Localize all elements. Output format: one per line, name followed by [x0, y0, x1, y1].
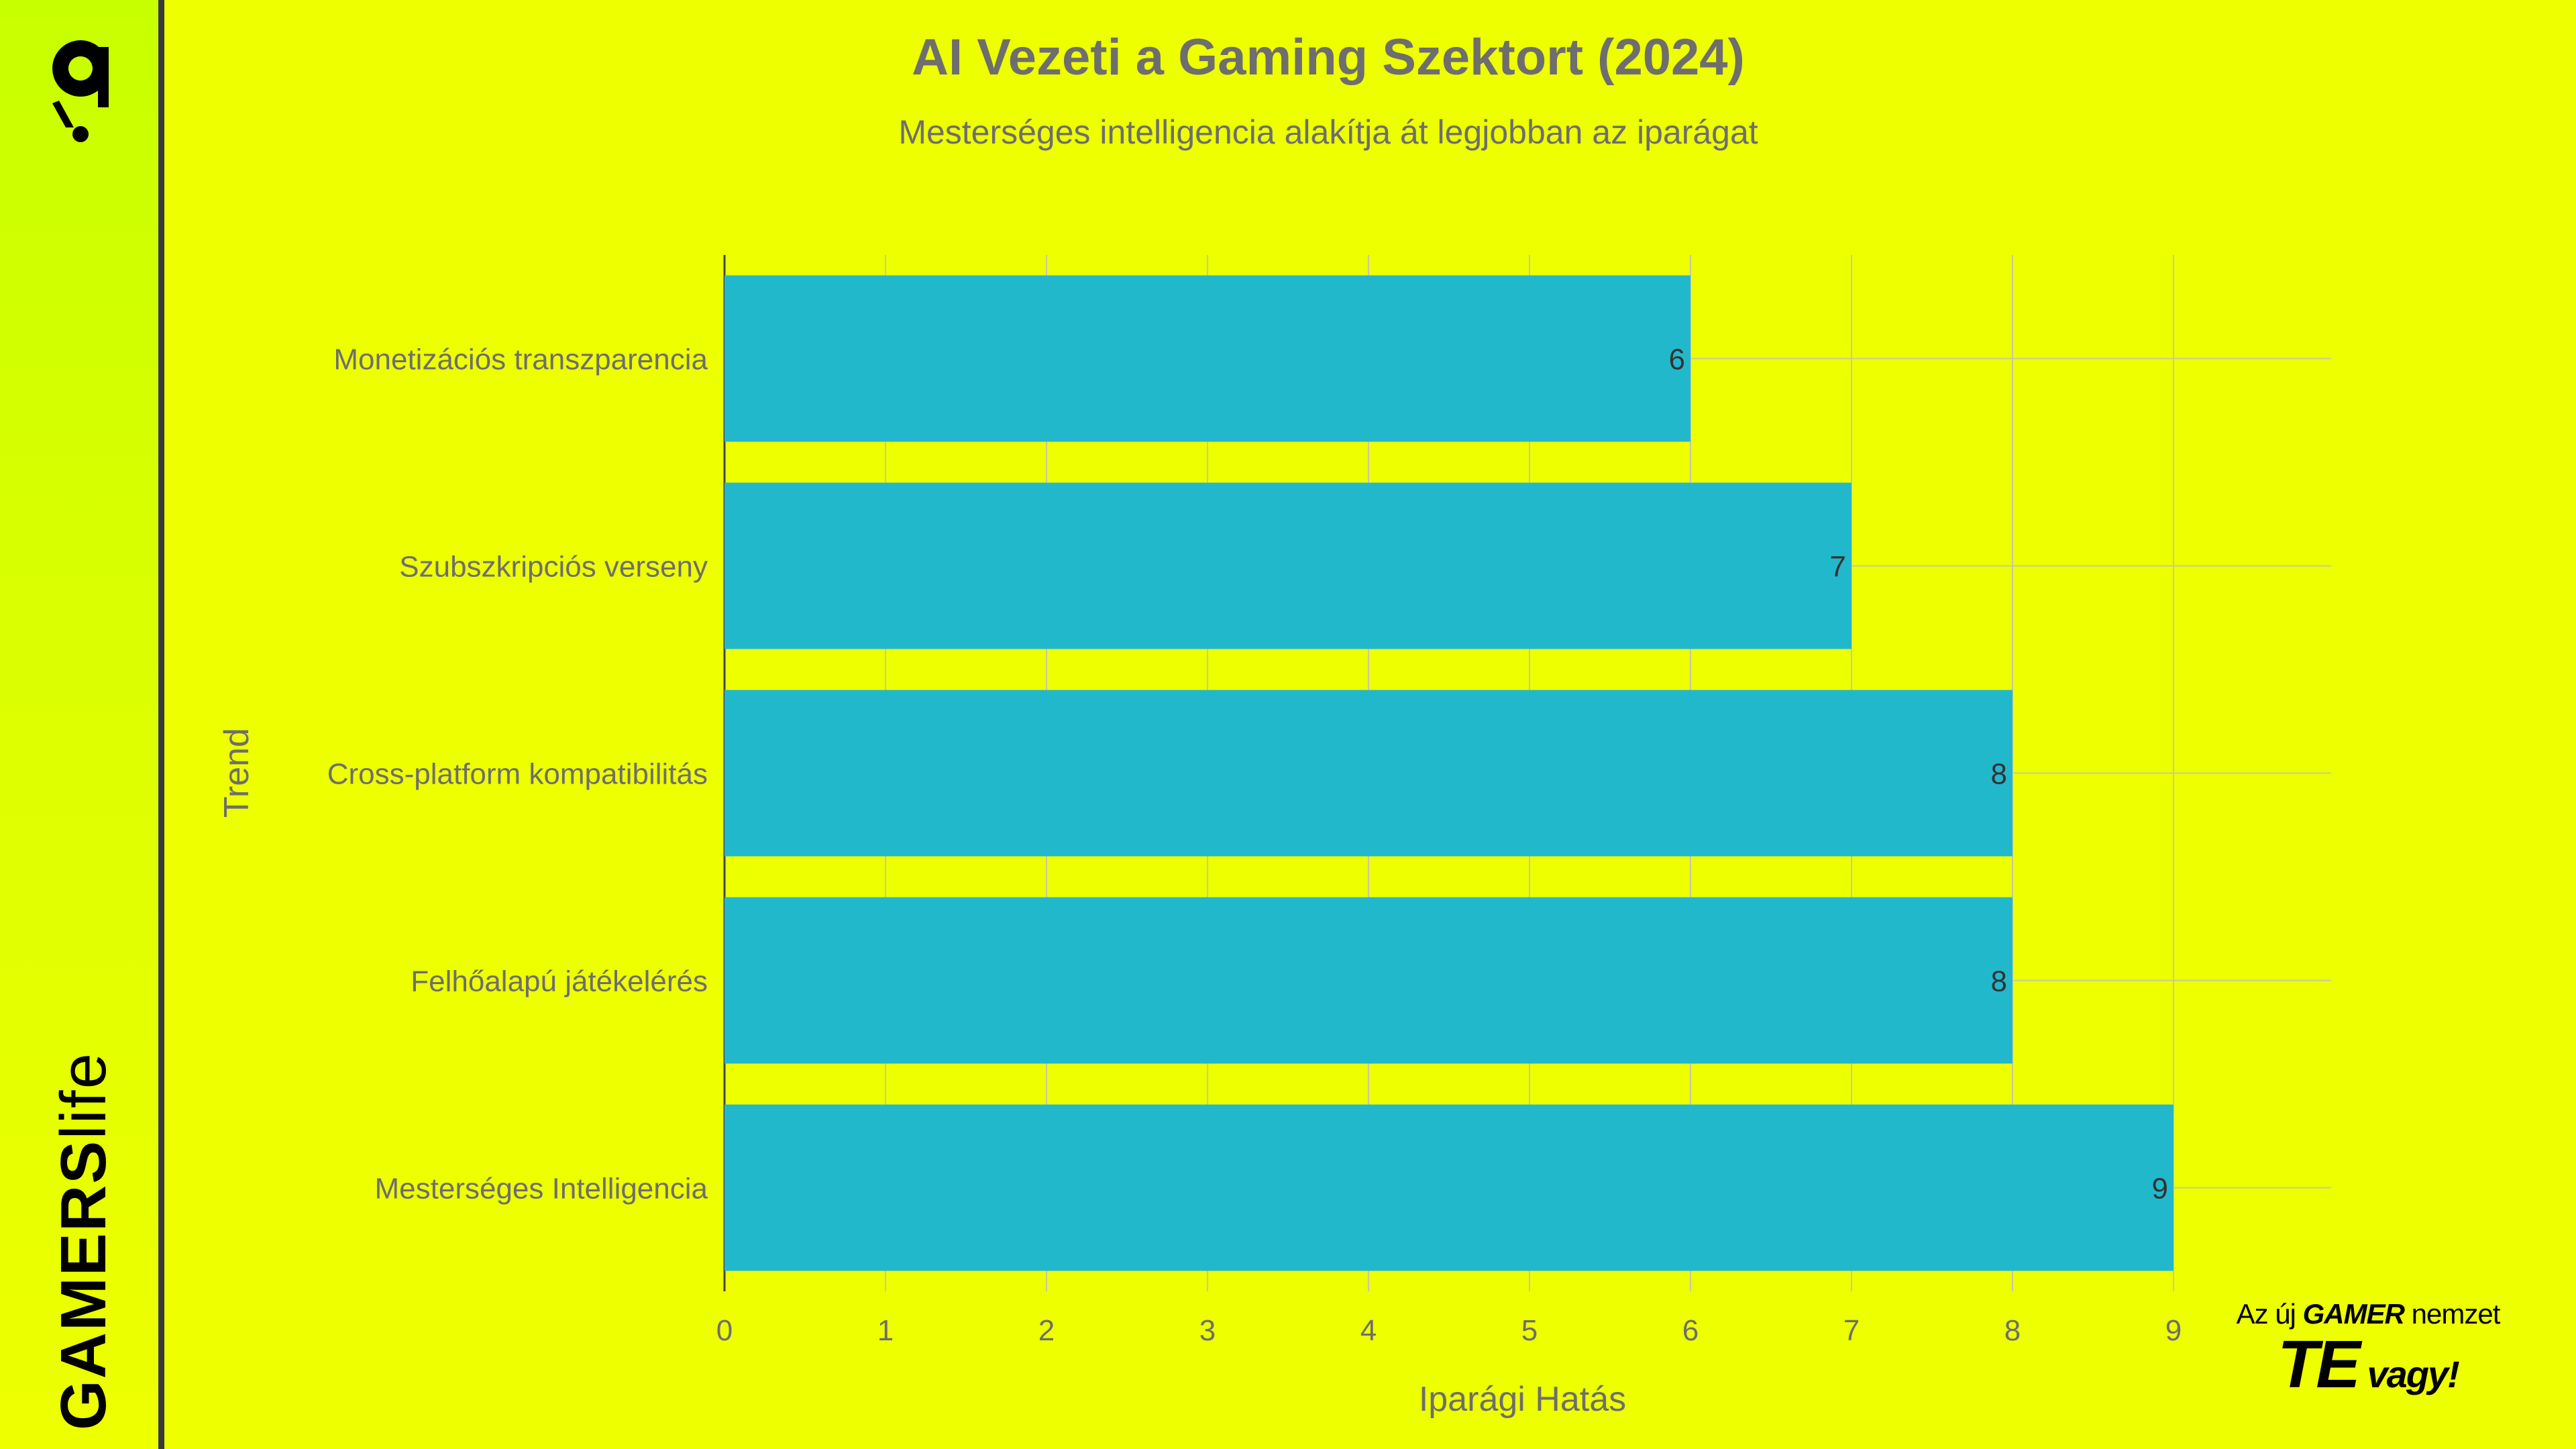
data-label-4: 9 — [2152, 1173, 2168, 1205]
data-label-2: 8 — [1991, 758, 2007, 791]
category-label-4: Mesterséges Intelligencia — [375, 1173, 708, 1205]
category-label-2: Cross-platform kompatibilitás — [327, 758, 708, 791]
x-tick-label-8: 8 — [2004, 1314, 2021, 1347]
x-tick-label-4: 4 — [1360, 1314, 1377, 1347]
labels: Monetizációs transzparencia Szubszkripció… — [217, 343, 2182, 1419]
category-label-3: Felhőalapú játékelérés — [411, 965, 708, 998]
tagline-prefix: Az új — [2236, 1298, 2303, 1330]
x-tick-label-2: 2 — [1038, 1314, 1055, 1347]
sidebar-divider — [158, 0, 164, 1449]
x-tick-label-7: 7 — [1843, 1314, 1860, 1347]
bar-3 — [724, 897, 2012, 1064]
data-label-1: 7 — [1830, 551, 1846, 584]
chart-subtitle: Mesterséges intelligencia alakítja át le… — [898, 113, 1758, 151]
x-tick-label-1: 1 — [877, 1314, 894, 1347]
chart-title: AI Vezeti a Gaming Szektort (2024) — [912, 29, 1745, 86]
x-tick-label-0: 0 — [716, 1314, 733, 1347]
tagline-line2: TE vagy! — [2227, 1326, 2509, 1403]
data-label-0: 6 — [1669, 343, 1685, 376]
x-tick-label-5: 5 — [1521, 1314, 1538, 1347]
brand-logo-icon — [52, 40, 109, 142]
bar-0 — [724, 275, 1690, 442]
tagline-suffix: nemzet — [2404, 1298, 2501, 1330]
tagline-big: TE — [2277, 1327, 2361, 1402]
category-label-0: Monetizációs transzparencia — [333, 343, 708, 376]
data-label-3: 8 — [1991, 965, 2007, 998]
tagline-highlight: GAMER — [2302, 1298, 2405, 1330]
tagline-end: vagy! — [2357, 1353, 2460, 1395]
x-tick-label-9: 9 — [2165, 1314, 2182, 1347]
brand-sidebar: GAMERSlife — [0, 0, 161, 1449]
bar-4 — [724, 1104, 2174, 1271]
x-tick-label-6: 6 — [1682, 1314, 1699, 1347]
bar-2 — [724, 690, 2012, 857]
bar-1 — [724, 482, 1851, 649]
y-axis-title: Trend — [217, 728, 256, 818]
tagline-line1: Az új GAMER nemzet — [2227, 1298, 2509, 1330]
x-axis-title: Iparági Hatás — [1419, 1380, 1626, 1419]
brand-tagline: Az új GAMER nemzet TE vagy! — [2227, 1298, 2509, 1402]
x-tick-label-3: 3 — [1199, 1314, 1216, 1347]
category-label-1: Szubszkripciós verseny — [399, 551, 708, 584]
bars — [724, 275, 2174, 1271]
